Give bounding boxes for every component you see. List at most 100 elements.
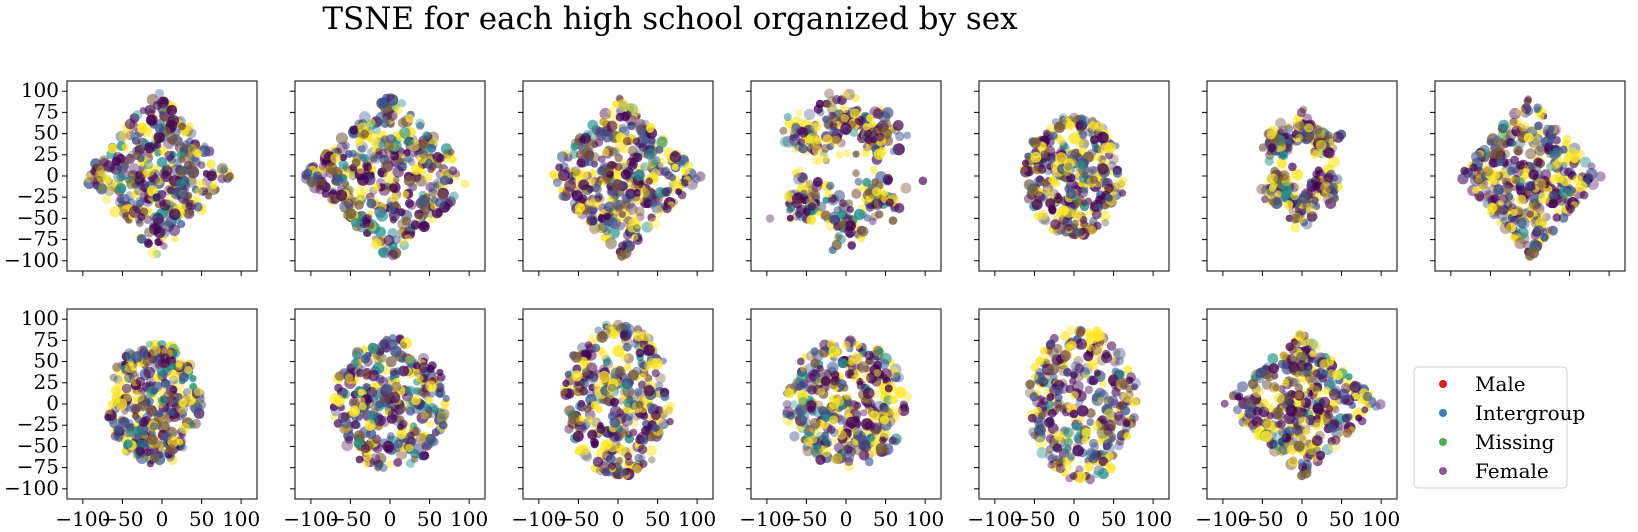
scatter-point — [1045, 451, 1054, 460]
scatter-point — [606, 106, 617, 117]
scatter-point — [1527, 200, 1539, 212]
scatter-point — [156, 157, 168, 168]
scatter-point — [1243, 419, 1252, 428]
scatter-point — [810, 358, 820, 368]
scatter-point — [435, 413, 447, 425]
scatter-point — [397, 208, 406, 217]
scatter-point — [1338, 388, 1350, 400]
scatter-point — [829, 127, 839, 137]
scatter-point — [843, 461, 855, 472]
scatter-point — [345, 150, 353, 158]
scatter-point — [1047, 408, 1057, 418]
scatter-point — [870, 422, 882, 434]
scatter-point — [1104, 194, 1113, 202]
scatter-point — [113, 170, 125, 183]
scatter-point — [813, 400, 824, 411]
scatter-point — [150, 174, 160, 185]
scatter-point — [805, 180, 814, 189]
scatter-point — [1549, 174, 1560, 185]
scatter-point — [1301, 113, 1313, 124]
scatter-point — [623, 110, 632, 119]
scatter-point — [1030, 373, 1039, 381]
scatter-point — [1067, 340, 1077, 350]
scatter-point — [843, 392, 852, 400]
scatter-point — [383, 402, 392, 411]
scatter-point — [160, 242, 168, 250]
scatter-point — [607, 378, 619, 390]
scatter-point — [618, 241, 628, 251]
scatter-point — [837, 221, 846, 230]
scatter-point — [869, 166, 878, 175]
scatter-point — [383, 234, 395, 246]
scatter-point — [1525, 148, 1537, 160]
scatter-point — [179, 443, 188, 452]
scatter-point — [574, 208, 583, 216]
scatter-point — [118, 130, 131, 142]
scatter-point — [1283, 124, 1294, 134]
scatter-point — [137, 424, 149, 436]
scatter-point — [1088, 438, 1098, 448]
scatter-point — [810, 347, 819, 356]
scatter-point — [640, 331, 651, 342]
scatter-point — [661, 187, 671, 197]
scatter-point — [1542, 180, 1550, 189]
scatter-point — [116, 172, 126, 182]
scatter-point — [665, 186, 673, 194]
scatter-point — [786, 419, 794, 427]
scatter-point — [607, 160, 616, 170]
scatter-point — [817, 387, 826, 396]
scatter-point — [373, 352, 381, 360]
scatter-point — [622, 342, 632, 352]
scatter-point — [595, 406, 603, 414]
x-tick-label: −100 — [1195, 507, 1250, 531]
scatter-point — [1255, 374, 1265, 384]
scatter-point — [1114, 356, 1125, 366]
scatter-point — [1091, 344, 1102, 356]
scatter-point — [330, 195, 340, 205]
scatter-point — [1080, 199, 1088, 207]
scatter-point — [182, 140, 191, 149]
scatter-point — [1533, 157, 1543, 167]
scatter-point — [651, 424, 659, 432]
scatter-point — [125, 130, 136, 141]
scatter-point — [792, 192, 804, 205]
scatter-point — [1052, 180, 1061, 188]
scatter-point — [1568, 186, 1576, 194]
scatter-point — [1288, 377, 1299, 387]
scatter-point — [124, 419, 134, 429]
scatter-point — [654, 211, 662, 219]
scatter-point — [159, 199, 171, 211]
scatter-point — [107, 400, 116, 409]
scatter-point — [153, 141, 162, 149]
x-tick-label: 50 — [645, 507, 670, 531]
scatter-point — [364, 419, 376, 431]
point-group — [1019, 112, 1128, 240]
point-group — [765, 88, 928, 255]
scatter-point — [588, 168, 598, 178]
scatter-point — [1539, 107, 1548, 116]
scatter-point — [1115, 369, 1126, 380]
scatter-point — [797, 127, 809, 138]
scatter-point — [126, 425, 138, 437]
scatter-point — [822, 134, 833, 145]
scatter-point — [436, 153, 445, 163]
scatter-point — [645, 137, 656, 148]
scatter-point — [611, 168, 623, 180]
scatter-point — [303, 168, 313, 177]
scatter-point — [206, 159, 216, 169]
y-tick-label: 0 — [46, 163, 59, 187]
scatter-point — [1324, 147, 1336, 159]
x-tick-label: −50 — [557, 507, 599, 531]
scatter-point — [429, 437, 439, 447]
scatter-point — [635, 348, 645, 358]
scatter-point — [197, 161, 206, 169]
scatter-point — [160, 353, 170, 364]
scatter-point — [1297, 209, 1306, 219]
scatter-point — [684, 161, 694, 171]
scatter-point — [881, 119, 892, 129]
scatter-point — [1055, 121, 1064, 130]
scatter-point — [112, 362, 122, 372]
scatter-point — [579, 444, 591, 456]
scatter-point — [643, 385, 655, 397]
scatter-point — [121, 383, 132, 394]
